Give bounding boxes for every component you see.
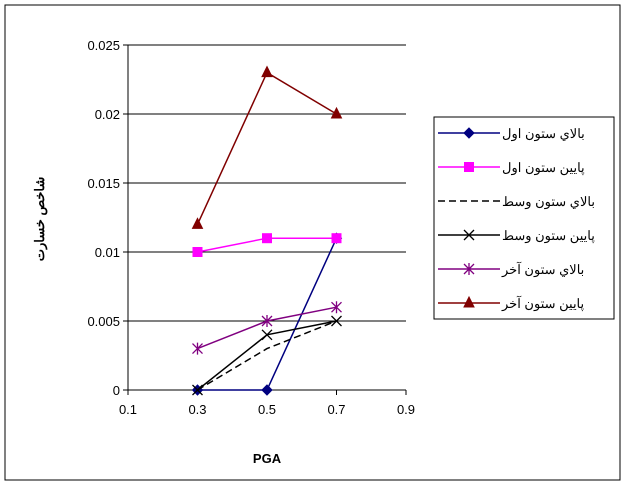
x-tick-label: 0.7 [327,402,345,417]
legend-label: بالاي ستون اول [502,126,585,142]
legend-swatch-marker [463,263,475,275]
x-tick-label: 0.1 [119,402,137,417]
series-2-point [192,247,203,257]
series-6-point [191,217,204,229]
y-axis-title: شاخص خسارت [32,177,48,262]
series-4-point [331,315,342,327]
series-2-point [262,233,272,244]
series-6-point [330,106,343,119]
y-tick-label: 0.02 [95,107,120,122]
series-1-point [261,384,273,396]
legend-label: پايين ستون وسط [502,228,595,244]
series-2-point [331,233,342,244]
legend-swatch-marker [464,162,474,172]
legend: بالاي ستون اول پايين ستون اول بالاي ستون و… [433,116,615,320]
series-5-point [192,342,203,355]
y-tick-label: 0.025 [87,38,120,53]
series-5-point [261,315,273,327]
legend-label: بالاي ستون وسط [502,194,595,210]
legend-label: بالاي ستون آخر [501,261,584,278]
y-tick-label: 0 [113,383,120,398]
series-line-3 [197,320,337,391]
series-6-point [261,65,273,78]
legend-label: پايين ستون آخر [501,295,585,312]
y-tick-label: 0.015 [87,176,120,191]
x-tick-label: 0.5 [258,402,276,417]
y-tick-label: 0.005 [87,314,120,329]
legend-swatch-marker [463,127,475,139]
legend-label: پايين ستون اول [502,160,585,176]
x-tick-label: 0.3 [188,402,206,417]
legend-swatch-marker [463,295,475,308]
series-4-point [261,329,273,341]
y-tick-label: 0.01 [95,245,120,260]
legend-box [433,116,615,320]
legend-swatch-marker [463,229,475,241]
x-axis-title: PGA [253,451,282,466]
plot-area: 0 0.005 0.01 0.015 0.02 0.025 0.1 0.3 0.5 0.7 0.9 [87,38,415,417]
series-4-point [192,384,203,396]
series-5-point [331,301,342,314]
x-tick-label: 0.9 [397,402,415,417]
